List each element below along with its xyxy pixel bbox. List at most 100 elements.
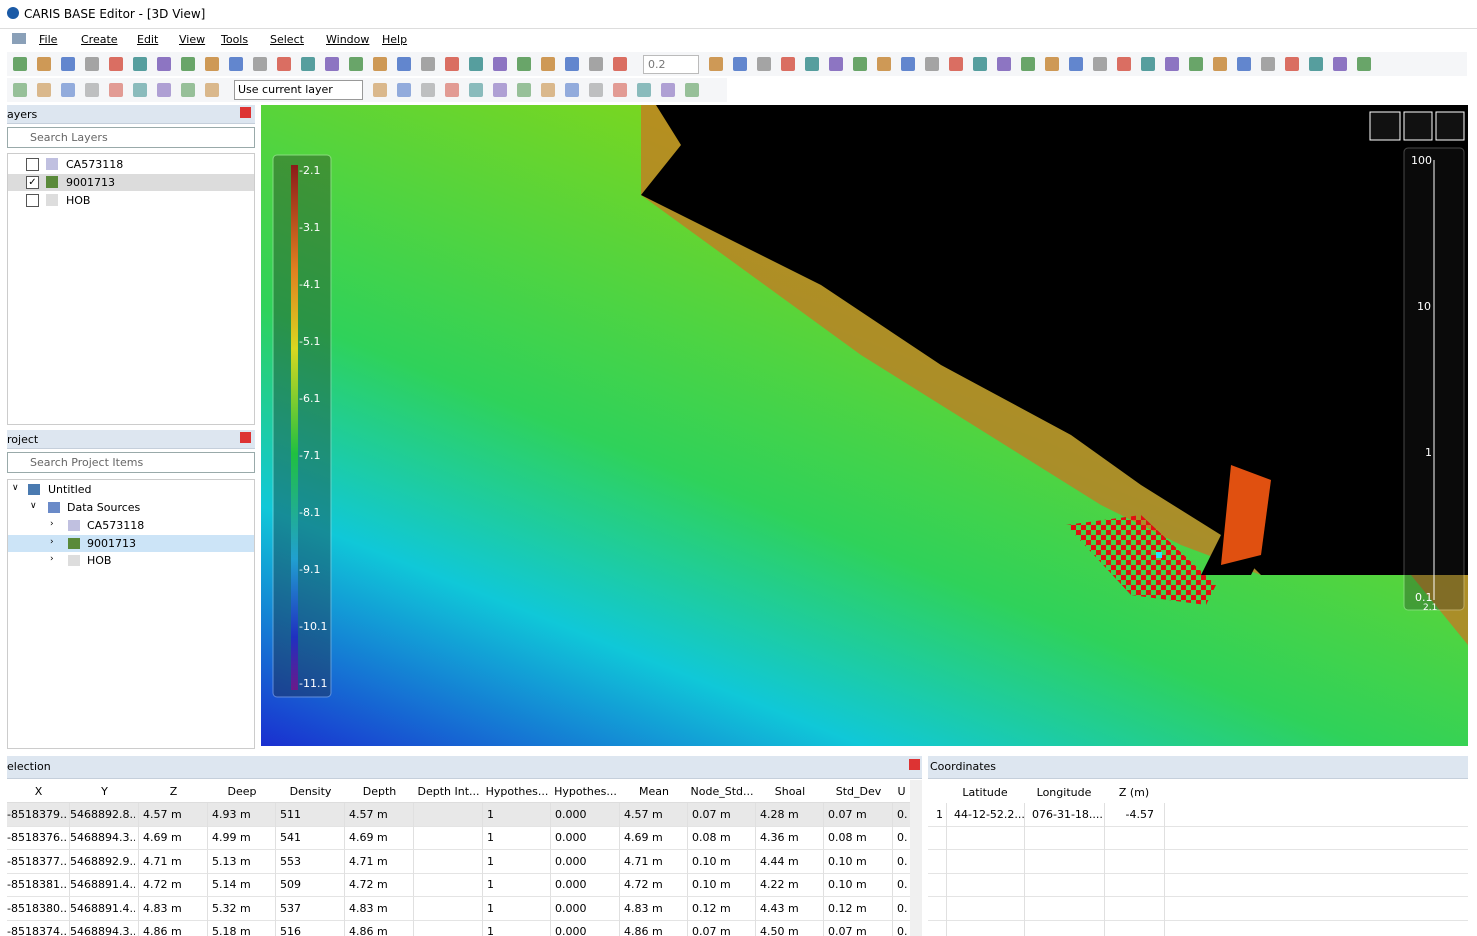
close-button[interactable] — [240, 432, 251, 443]
toolbar-button[interactable] — [781, 57, 795, 71]
column-header[interactable]: Hypothes... — [554, 785, 617, 798]
menu-item[interactable]: Select — [270, 33, 304, 46]
table-row[interactable] — [7, 873, 922, 898]
toolbar-button[interactable] — [157, 57, 171, 71]
toolbar-button[interactable] — [397, 57, 411, 71]
close-button[interactable] — [240, 107, 251, 118]
toolbar-button[interactable] — [829, 57, 843, 71]
toolbar-button[interactable] — [469, 83, 483, 97]
table-row[interactable] — [7, 897, 922, 921]
toolbar-button[interactable] — [1261, 57, 1275, 71]
column-header[interactable]: Std_Dev — [835, 785, 882, 798]
layer-label[interactable]: HOB — [66, 194, 91, 207]
toolbar-button[interactable] — [1045, 57, 1059, 71]
toolbar-button[interactable] — [13, 83, 27, 97]
column-header[interactable]: U — [897, 785, 906, 798]
table-row[interactable] — [7, 803, 922, 827]
toolbar-button[interactable] — [301, 57, 315, 71]
toolbar-button[interactable] — [949, 57, 963, 71]
toolbar-button[interactable] — [1069, 57, 1083, 71]
toolbar-button[interactable] — [1093, 57, 1107, 71]
tree-node[interactable]: HOB — [87, 554, 112, 567]
menu-item[interactable]: Edit — [137, 33, 159, 46]
toolbar-button[interactable] — [1309, 57, 1323, 71]
toolbar-button[interactable] — [589, 83, 603, 97]
toolbar-button[interactable] — [1141, 57, 1155, 71]
toolbar-button[interactable] — [445, 57, 459, 71]
toolbar-button[interactable] — [517, 83, 531, 97]
menu-item[interactable]: Window — [326, 33, 370, 46]
toolbar-button[interactable] — [589, 57, 603, 71]
toolbar-button[interactable] — [277, 57, 291, 71]
toolbar-button[interactable] — [661, 83, 675, 97]
column-header[interactable]: Shoal — [774, 785, 806, 798]
column-header[interactable]: Depth Int... — [417, 785, 480, 798]
system-menu[interactable] — [12, 33, 26, 44]
layer-label[interactable]: 9001713 — [66, 176, 115, 189]
toolbar-button[interactable] — [133, 57, 147, 71]
toolbar-button[interactable] — [541, 83, 555, 97]
menu-item[interactable]: View — [179, 33, 206, 46]
toolbar-button[interactable] — [1285, 57, 1299, 71]
toolbar-button[interactable] — [61, 57, 75, 71]
toolbar-button[interactable] — [373, 57, 387, 71]
table-row[interactable] — [7, 850, 922, 874]
column-header[interactable]: Z (m) — [1118, 786, 1150, 799]
toolbar-button[interactable] — [61, 83, 75, 97]
checkbox[interactable]: ​ — [26, 194, 39, 207]
toolbar-button[interactable] — [37, 83, 51, 97]
tree-node[interactable]: 9001713 — [87, 536, 136, 550]
tree-node[interactable]: Untitled — [48, 483, 92, 496]
toolbar-button[interactable] — [133, 83, 147, 97]
column-header[interactable]: Latitude — [962, 786, 1008, 799]
search-field[interactable]: Search Project Items — [7, 452, 255, 473]
close-button[interactable] — [909, 759, 920, 770]
toolbar-button[interactable] — [229, 57, 243, 71]
toolbar-button[interactable] — [397, 83, 411, 97]
tree-node[interactable]: CA573118 — [87, 519, 145, 532]
column-header[interactable]: Node_Std... — [690, 785, 754, 798]
toolbar-button[interactable] — [373, 83, 387, 97]
toolbar-button[interactable] — [349, 57, 363, 71]
toolbar-button[interactable] — [709, 57, 723, 71]
toolbar-button[interactable] — [157, 83, 171, 97]
toolbar-button[interactable] — [1021, 57, 1035, 71]
column-header[interactable]: X — [34, 785, 43, 798]
toolbar-button[interactable] — [325, 57, 339, 71]
menu-item[interactable]: Help — [382, 33, 408, 46]
menu-item[interactable]: Tools — [221, 33, 249, 46]
toolbar-button[interactable] — [565, 83, 579, 97]
layer-select[interactable]: Use current layer — [234, 80, 363, 100]
search-field[interactable]: Search Layers — [7, 127, 255, 148]
toolbar-button[interactable] — [421, 83, 435, 97]
toolbar-button[interactable] — [421, 57, 435, 71]
menu-item[interactable]: File — [39, 33, 58, 46]
toolbar-button[interactable] — [613, 83, 627, 97]
toolbar-button[interactable] — [805, 57, 819, 71]
toolbar-button[interactable] — [1189, 57, 1203, 71]
toolbar-button[interactable] — [565, 57, 579, 71]
column-header[interactable]: Y — [101, 785, 108, 798]
toolbar-button[interactable] — [1213, 57, 1227, 71]
column-header[interactable]: Deep — [227, 785, 257, 798]
toolbar-button[interactable] — [469, 57, 483, 71]
toolbar-button[interactable] — [253, 57, 267, 71]
toolbar-button[interactable] — [205, 83, 219, 97]
tree-node[interactable]: Data Sources — [67, 501, 141, 514]
toolbar-button[interactable] — [1237, 57, 1251, 71]
toolbar-button[interactable] — [13, 57, 27, 71]
checkbox[interactable]: ✓ — [26, 176, 39, 189]
toolbar-button[interactable] — [637, 83, 651, 97]
toolbar-button[interactable] — [997, 57, 1011, 71]
toolbar-button[interactable] — [733, 57, 747, 71]
toolbar-button[interactable] — [1357, 57, 1371, 71]
toolbar-button[interactable] — [493, 83, 507, 97]
toolbar-button[interactable] — [973, 57, 987, 71]
toolbar-button[interactable] — [925, 57, 939, 71]
toolbar-button[interactable] — [85, 57, 99, 71]
toolbar-button[interactable] — [181, 83, 195, 97]
toolbar-button[interactable] — [109, 83, 123, 97]
toolbar-button[interactable] — [85, 83, 99, 97]
column-header[interactable]: Mean — [639, 785, 669, 798]
toolbar-button[interactable] — [37, 57, 51, 71]
